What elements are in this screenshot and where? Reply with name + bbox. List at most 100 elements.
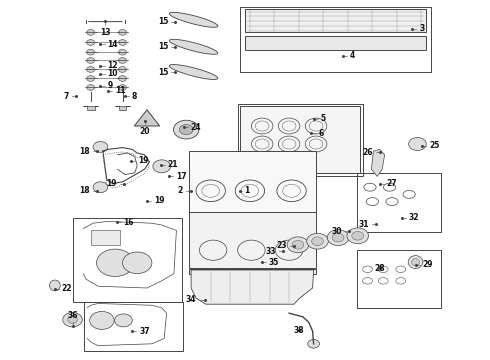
Ellipse shape <box>408 256 423 269</box>
Bar <box>84 302 183 351</box>
Circle shape <box>153 160 171 173</box>
Polygon shape <box>115 106 130 110</box>
Text: 14: 14 <box>107 40 118 49</box>
Text: 13: 13 <box>100 28 111 37</box>
Circle shape <box>347 228 368 244</box>
Circle shape <box>287 237 309 253</box>
Circle shape <box>87 67 95 72</box>
Text: 17: 17 <box>176 172 187 181</box>
Text: 35: 35 <box>269 258 279 266</box>
Ellipse shape <box>49 280 60 291</box>
Polygon shape <box>170 64 218 80</box>
Text: 2: 2 <box>177 186 182 195</box>
Text: 38: 38 <box>294 326 304 335</box>
Text: 33: 33 <box>266 247 276 256</box>
Bar <box>357 173 441 232</box>
Text: 29: 29 <box>422 260 433 269</box>
Text: 15: 15 <box>158 42 169 51</box>
Circle shape <box>308 339 319 348</box>
Circle shape <box>122 252 152 274</box>
Circle shape <box>87 30 95 35</box>
Bar <box>238 104 363 176</box>
Text: 19: 19 <box>107 179 117 188</box>
Circle shape <box>87 76 95 81</box>
Bar <box>189 151 316 212</box>
Circle shape <box>179 125 193 135</box>
Text: 8: 8 <box>132 92 137 101</box>
Text: 23: 23 <box>277 241 287 250</box>
Text: 37: 37 <box>139 327 150 336</box>
Text: 1: 1 <box>244 186 249 195</box>
Bar <box>91 230 120 245</box>
Ellipse shape <box>412 258 419 266</box>
Text: 3: 3 <box>419 24 425 33</box>
Text: 30: 30 <box>332 227 342 236</box>
Circle shape <box>173 120 199 139</box>
Circle shape <box>307 233 328 249</box>
Text: 7: 7 <box>64 92 69 101</box>
Circle shape <box>312 237 323 246</box>
Circle shape <box>119 40 126 45</box>
Text: 19: 19 <box>138 157 148 166</box>
Bar <box>240 7 431 72</box>
Circle shape <box>93 182 108 193</box>
Circle shape <box>68 316 77 323</box>
Text: 16: 16 <box>123 218 134 227</box>
Text: 26: 26 <box>363 148 373 157</box>
Text: 34: 34 <box>186 295 196 304</box>
Text: 36: 36 <box>67 311 78 320</box>
Text: 18: 18 <box>79 186 90 195</box>
Text: 6: 6 <box>318 129 323 138</box>
Circle shape <box>115 314 132 327</box>
Circle shape <box>119 49 126 55</box>
Circle shape <box>352 231 364 240</box>
Text: 24: 24 <box>191 123 201 132</box>
Text: 28: 28 <box>374 264 385 273</box>
Circle shape <box>332 233 344 242</box>
Text: 15: 15 <box>158 68 169 77</box>
Text: 22: 22 <box>62 284 72 293</box>
Circle shape <box>63 312 82 327</box>
Circle shape <box>87 49 95 55</box>
Circle shape <box>119 85 126 90</box>
Circle shape <box>327 230 349 246</box>
Text: 27: 27 <box>387 179 397 188</box>
Polygon shape <box>191 270 314 304</box>
Circle shape <box>87 40 95 45</box>
Text: 10: 10 <box>107 69 118 78</box>
Bar <box>189 212 316 268</box>
Polygon shape <box>245 36 426 50</box>
Polygon shape <box>189 269 316 274</box>
Circle shape <box>87 58 95 63</box>
Text: 4: 4 <box>350 51 355 60</box>
Text: 5: 5 <box>320 114 325 123</box>
Polygon shape <box>170 39 218 54</box>
Circle shape <box>292 240 304 249</box>
Polygon shape <box>245 9 426 32</box>
Circle shape <box>97 249 134 276</box>
Text: 25: 25 <box>429 141 440 150</box>
Text: 19: 19 <box>154 197 164 206</box>
Text: 9: 9 <box>107 81 113 90</box>
Text: 11: 11 <box>115 86 125 95</box>
Text: 20: 20 <box>139 127 150 136</box>
Text: 21: 21 <box>168 161 178 170</box>
Bar <box>240 106 360 173</box>
Text: 12: 12 <box>107 62 118 71</box>
Circle shape <box>119 76 126 81</box>
Circle shape <box>87 85 95 90</box>
Polygon shape <box>170 12 218 27</box>
Circle shape <box>409 138 426 150</box>
Circle shape <box>119 30 126 35</box>
Text: 31: 31 <box>359 220 369 229</box>
Polygon shape <box>134 110 160 126</box>
Bar <box>357 250 441 308</box>
Polygon shape <box>83 106 98 110</box>
Text: 15: 15 <box>158 17 169 26</box>
Circle shape <box>93 141 108 152</box>
Text: 32: 32 <box>409 213 419 222</box>
Polygon shape <box>371 149 385 176</box>
Text: 18: 18 <box>79 147 90 156</box>
Circle shape <box>90 311 114 329</box>
Circle shape <box>119 67 126 72</box>
